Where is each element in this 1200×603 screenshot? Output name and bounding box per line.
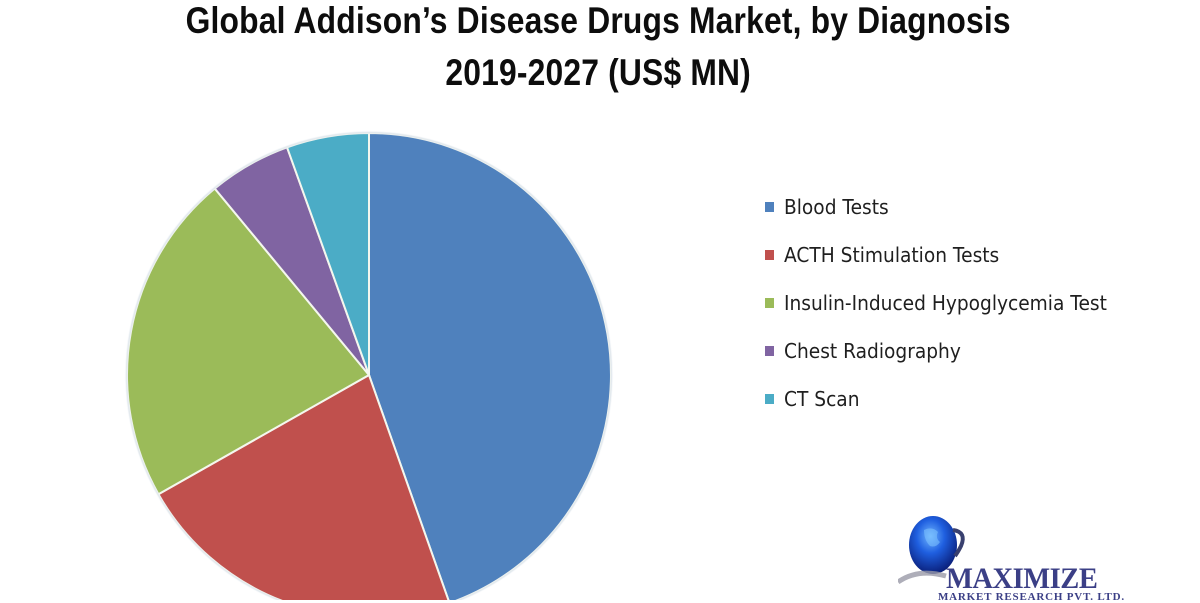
- logo-subtitle: MARKET RESEARCH PVT. LTD.: [938, 591, 1125, 603]
- legend-swatch: [765, 346, 774, 356]
- legend-label: Chest Radiography: [784, 339, 961, 363]
- legend-label: CT Scan: [784, 387, 860, 411]
- legend-label: ACTH Stimulation Tests: [784, 243, 1000, 267]
- legend-label: Blood Tests: [784, 195, 889, 219]
- logo-name: MAXIMIZE: [946, 562, 1098, 595]
- pie-slices: [125, 131, 613, 600]
- legend-swatch: [765, 394, 774, 404]
- legend-swatch: [765, 298, 774, 308]
- legend-swatch: [765, 250, 774, 260]
- pie-outline: [125, 131, 613, 600]
- company-logo: MAXIMIZE MARKET RESEARCH PVT. LTD.: [898, 512, 1200, 603]
- chart-title-line2: 2019-2027 (US$ MN): [445, 52, 751, 93]
- legend-swatch: [765, 202, 774, 212]
- chart-title-line1: Global Addison’s Disease Drugs Market, b…: [185, 0, 1011, 41]
- globe-icon: [898, 516, 965, 585]
- legend-label: Insulin-Induced Hypoglycemia Test: [784, 291, 1107, 315]
